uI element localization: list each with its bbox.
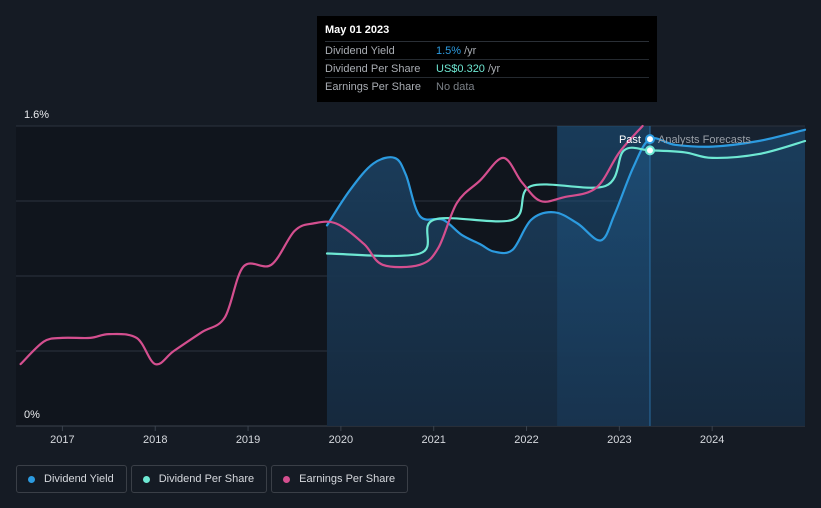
tooltip-unit: /yr <box>487 62 501 75</box>
tooltip-value: No data <box>436 80 475 93</box>
tooltip-label: Dividend Per Share <box>325 62 421 75</box>
tooltip-row-earnings-per-share: Earnings Per Share No data <box>325 78 649 95</box>
legend-label: Dividend Yield <box>44 473 114 485</box>
chart-legend: Dividend Yield Dividend Per Share Earnin… <box>16 465 409 493</box>
x-tick-label: 2020 <box>329 434 353 446</box>
x-tick-label: 2023 <box>607 434 631 446</box>
forecast-label: Analysts Forecasts <box>658 134 751 146</box>
y-tick-label: 0% <box>24 409 40 421</box>
tooltip-date: May 01 2023 <box>325 24 649 42</box>
dividend-yield-marker <box>644 134 655 145</box>
tooltip-value: 1.5% <box>436 44 462 57</box>
tooltip-label: Dividend Yield <box>325 44 395 57</box>
tooltip-row-dividend-per-share: Dividend Per Share US$0.320 /yr <box>325 60 649 78</box>
earnings-per-share-dot-icon <box>283 475 291 483</box>
dividend-yield-line <box>325 128 807 255</box>
tooltip-unit: /yr <box>464 44 477 57</box>
tooltip-row-dividend-yield: Dividend Yield 1.5% /yr <box>325 42 649 60</box>
x-tick-label: 2017 <box>50 434 74 446</box>
dividend-per-share-line <box>325 139 807 258</box>
chart-tooltip: May 01 2023 Dividend Yield 1.5% /yr Divi… <box>317 16 657 102</box>
past-label: Past <box>619 134 641 146</box>
dividend-yield-dot-icon <box>28 475 35 483</box>
tooltip-value: US$0.320 <box>436 62 485 75</box>
x-tick-label: 2021 <box>421 434 445 446</box>
legend-item-dividend-per-share[interactable]: Dividend Per Share <box>130 465 268 493</box>
x-tick-label: 2024 <box>700 434 724 446</box>
legend-label: Earnings Per Share <box>299 473 396 485</box>
legend-item-earnings-per-share[interactable]: Earnings Per Share <box>271 465 409 493</box>
tooltip-label: Earnings Per Share <box>325 80 421 93</box>
dividend-per-share-dot-icon <box>142 475 150 483</box>
y-tick-label: 1.6% <box>24 109 49 121</box>
legend-label: Dividend Per Share <box>158 473 255 485</box>
x-tick-label: 2022 <box>514 434 538 446</box>
highlight-band <box>557 126 650 426</box>
x-tick-label: 2018 <box>143 434 167 446</box>
dividend-per-share-marker <box>644 145 655 156</box>
x-tick-label: 2019 <box>236 434 260 446</box>
legend-item-dividend-yield[interactable]: Dividend Yield <box>16 465 127 493</box>
earnings-per-share-line <box>19 124 644 366</box>
